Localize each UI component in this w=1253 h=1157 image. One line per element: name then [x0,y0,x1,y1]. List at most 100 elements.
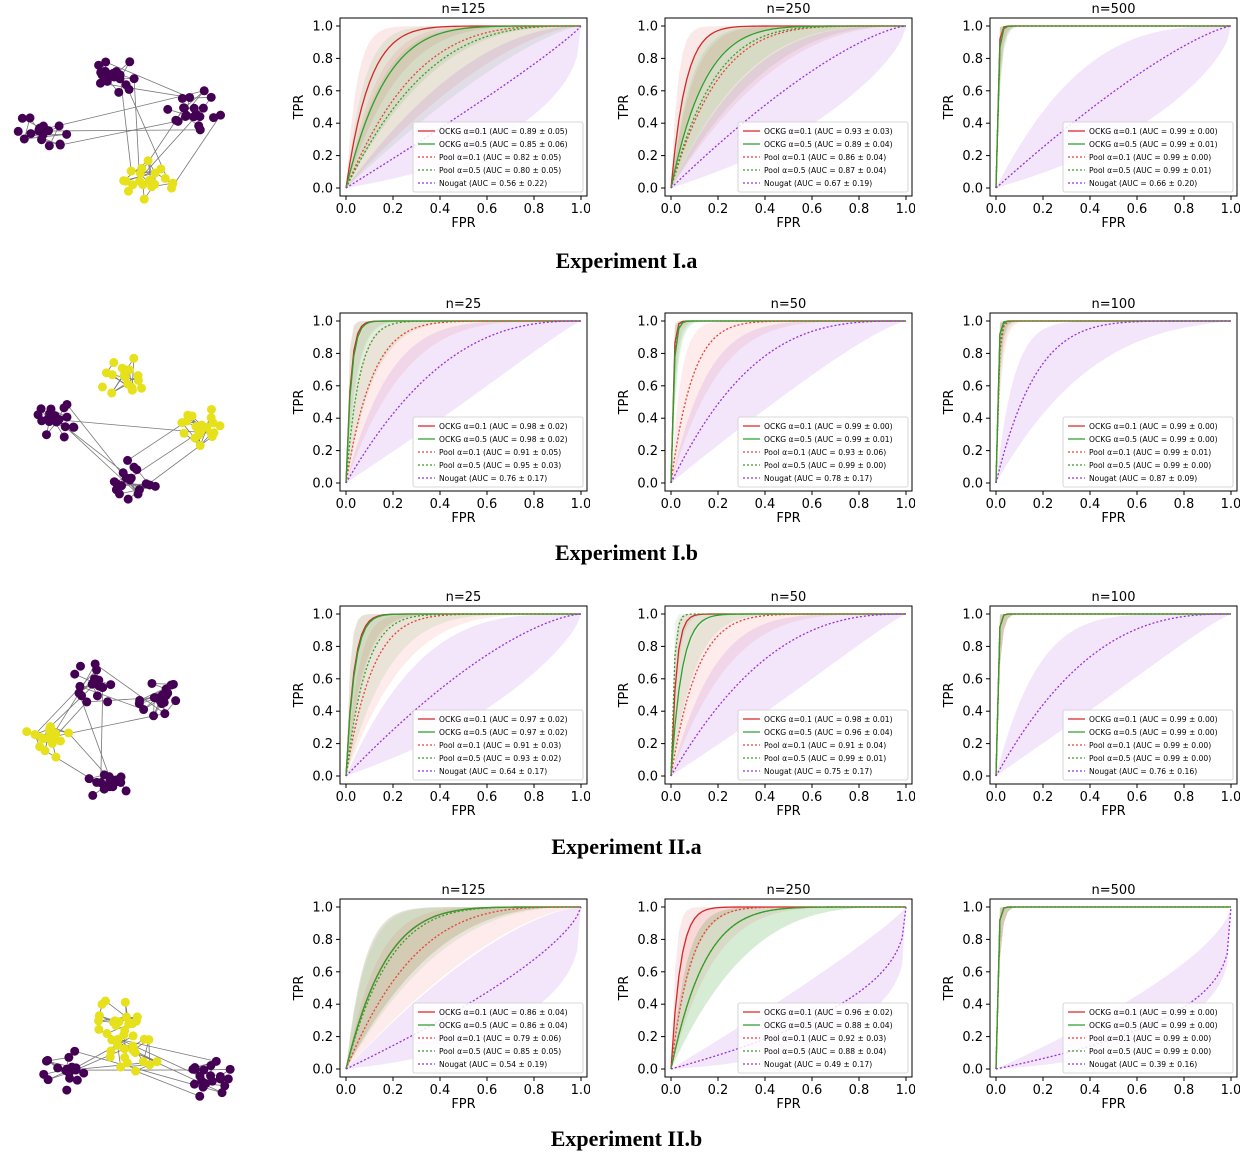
x-axis-label: FPR [776,1097,800,1112]
series-pool-0.5-line [670,320,906,484]
y-tick-label: 0.4 [637,705,658,720]
x-tick-label: 0.6 [802,202,823,217]
chart-title: n=125 [442,883,486,898]
graph-node [70,669,80,679]
y-tick-label: 0.0 [637,770,658,785]
graph-node [34,126,44,136]
y-tick-label: 0.0 [962,182,983,197]
legend-entry: Pool α=0.5 (AUC = 0.99 ± 0.00) [1089,754,1211,763]
graph-node [122,1058,132,1068]
legend-entry: Pool α=0.1 (AUC = 0.92 ± 0.03) [764,1034,886,1043]
legend: OCKG α=0.1 (AUC = 0.98 ± 0.02) OCKG α=0.5… [412,416,584,488]
legend-entry: OCKG α=0.5 (AUC = 0.89 ± 0.04) [764,140,893,149]
x-axis-label: FPR [1101,804,1125,819]
graph-nodes [13,57,226,204]
graph-node [128,1041,138,1051]
legend-entry: OCKG α=0.1 (AUC = 0.93 ± 0.03) [764,127,893,136]
graph-node [119,176,129,186]
graph-node [41,430,51,440]
legend-entry: OCKG α=0.1 (AUC = 0.97 ± 0.02) [439,715,568,724]
graph-node [41,1056,51,1066]
network-graph [33,353,225,504]
graph-node [111,67,121,77]
x-tick-label: 0.2 [383,1083,404,1098]
y-tick-label: 0.0 [637,1063,658,1078]
graph-edge [100,82,190,98]
network-graph [13,57,226,204]
graph-edge [105,61,190,98]
graph-nodes [22,659,181,800]
x-tick-label: 1.0 [1221,790,1240,805]
series-nougat-band [996,614,1231,776]
x-tick-label: 1.0 [1221,1083,1240,1098]
plot-frame [339,312,588,492]
y-axis-label: TPR [617,683,632,709]
graph-node [160,709,170,719]
legend: OCKG α=0.1 (AUC = 0.86 ± 0.04) OCKG α=0.5… [412,1002,584,1074]
y-tick-label: 0.0 [962,477,983,492]
x-tick-label: 1.0 [896,497,915,512]
graph-node [60,422,70,432]
x-tick-label: 0.0 [336,497,357,512]
graph-node [97,382,107,392]
plot-frame [339,605,588,785]
x-tick-label: 0.4 [1080,497,1101,512]
legend-box [737,709,909,781]
series-pool-0.1-band [671,26,906,188]
y-tick-label: 0.4 [962,705,983,720]
graph-node [54,121,64,131]
y-axis-label: TPR [292,683,307,709]
legend-box [1062,1002,1234,1074]
y-tick-label: 1.0 [637,315,658,330]
graph-node [92,777,102,787]
series-pool-0.1-line [670,320,906,484]
graph-node [62,1085,72,1095]
roc-chart: n=50 0.0 0.2 0.4 0.6 0.8 1.0 0.0 0.2 0.4 0.6 0.8 1.0… [617,297,915,526]
x-tick-label: 0.0 [661,790,682,805]
graph-node [26,129,36,139]
y-axis-label: TPR [942,390,957,416]
series-pool-0.5-line [345,25,582,189]
experiment-title: Experiment I.b [555,540,698,565]
y-tick-label: 1.0 [312,20,333,35]
graph-node [64,1065,74,1075]
x-tick-label: 0.0 [986,497,1007,512]
plot-frame [989,898,1238,1078]
graph-node [133,371,143,381]
graph-node [102,1029,112,1039]
x-tick-label: 0.4 [755,497,776,512]
legend-box [1062,709,1234,781]
y-tick-label: 0.0 [312,477,333,492]
graph-node [35,742,45,752]
x-tick-label: 0.8 [1174,497,1195,512]
graph-node [13,126,23,136]
x-tick-label: 0.6 [477,790,498,805]
legend-box [737,416,909,488]
series-pool-0.5-line [670,906,906,1070]
x-axis-label: FPR [1101,511,1125,526]
plot-frame [664,312,913,492]
y-tick-label: 0.4 [962,998,983,1013]
legend-entry: Pool α=0.1 (AUC = 0.93 ± 0.06) [764,448,886,457]
graph-node [166,183,176,193]
graph-node [69,422,79,432]
legend: OCKG α=0.1 (AUC = 0.98 ± 0.01) OCKG α=0.5… [737,709,909,781]
y-tick-label: 0.6 [312,84,333,99]
graph-node [160,173,170,183]
roc-chart: n=500 0.0 0.2 0.4 0.6 0.8 1.0 0.0 0.2 0.4 0.6 0.8 1.… [942,2,1240,231]
legend-entry: OCKG α=0.5 (AUC = 0.86 ± 0.04) [439,1021,568,1030]
legend-entry: OCKG α=0.1 (AUC = 0.98 ± 0.01) [764,715,893,724]
graph-node [195,441,205,451]
y-tick-label: 0.2 [312,737,333,752]
y-tick-label: 0.8 [637,52,658,67]
legend-entry: Nougat (AUC = 0.87 ± 0.09) [1089,474,1197,483]
graph-node [160,691,170,701]
chart-title: n=100 [1092,590,1136,605]
y-tick-label: 1.0 [962,608,983,623]
series-pool-0.1-line [670,613,906,777]
x-axis-label: FPR [776,216,800,231]
graph-node [93,1016,103,1026]
x-tick-label: 0.8 [524,790,545,805]
x-tick-label: 1.0 [571,1083,590,1098]
graph-edge [94,663,166,714]
